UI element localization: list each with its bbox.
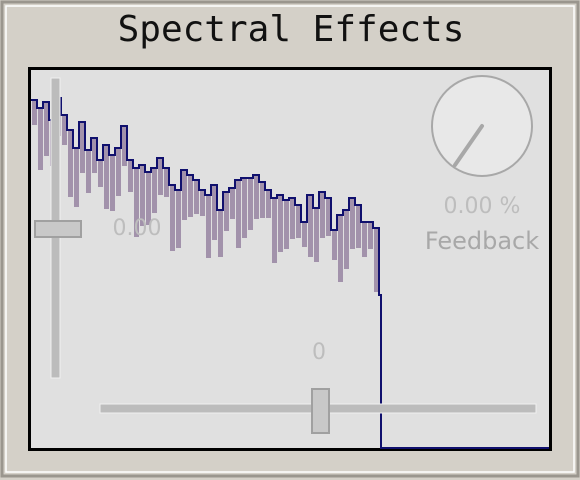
spectrum-bar [68,130,73,197]
spectrum-bar [182,170,187,220]
spectrum-bar [290,198,295,239]
spectrum-bar [200,190,205,216]
feedback-label: Feedback [425,227,539,255]
spectrum-bar [362,222,367,257]
spectrum-bar [374,228,379,292]
spectrum-bar [110,155,115,211]
spectrum-bar [86,150,91,193]
spectrum-bar [44,102,49,156]
spectrum-bar [314,208,319,262]
spectrum-bar [332,230,337,260]
knob-indicator [453,124,484,167]
spectrum-bar [302,222,307,247]
spectrum-bar [74,148,79,207]
spectrum-bar [218,210,223,257]
title: Spectral Effects [118,9,465,50]
spectrum-bar [356,205,361,248]
spectrum-bar [122,126,127,166]
spectrum-bar [254,175,259,219]
spectrum-bar [152,168,157,213]
spectrum-bar [188,175,193,217]
spectrum-bar [296,205,301,238]
offset-value: 0 [312,340,326,365]
spectrum-bar [266,190,271,218]
spectrum-bar [350,198,355,249]
spectrum-bar [248,178,253,230]
gain-value: 0.00 [113,216,162,241]
spectrum-bar [38,108,43,170]
spectrum-bar [230,188,235,219]
spectrum-bar [80,122,85,173]
spectrum-bar [278,195,283,252]
spectrum-bar [308,195,313,257]
spectrum-bar [140,165,145,226]
spectrum-bar [320,192,325,238]
spectrum-bar [326,198,331,236]
spectrum-bar [98,160,103,187]
spectrum-bar [344,210,349,269]
spectrum-bar [206,195,211,258]
window-bevel [5,5,575,473]
feedback-value: 0.00 % [444,194,521,219]
spectrum-bar [176,190,181,248]
spectrum-bar [158,158,163,195]
spectrum-bar [128,160,133,192]
spectrum-bar [32,100,37,125]
spectrum-bar [164,168,169,197]
vertical-slider-handle[interactable] [34,220,82,238]
spectrum-bar [146,172,151,225]
spectrum-bar [272,198,277,263]
spectrum-bar [170,185,175,251]
spectrum-bar [368,222,373,249]
spectrum-line [31,97,549,449]
spectrum-bar [236,180,241,248]
spectrum-bar [242,178,247,238]
spectrum-bar [92,138,97,173]
spectrum-bar [284,200,289,249]
spectrum-bar [224,192,229,231]
spectrum-bar [116,148,121,196]
spectrum-bar [212,185,217,240]
spectrum-bar [134,168,139,237]
spectrum-bar [338,215,343,282]
spectrum-bar [104,145,109,209]
spectrum-bar [260,182,265,218]
spectrum-bar [62,115,67,145]
horizontal-slider-handle[interactable] [311,388,330,434]
spectrum-bar [194,180,199,214]
